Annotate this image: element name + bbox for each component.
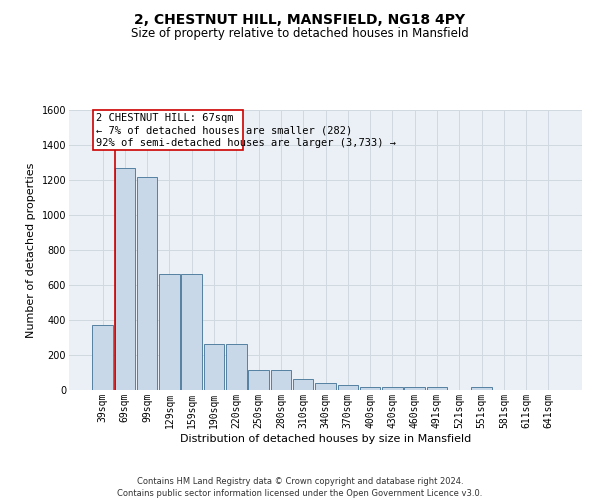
Bar xyxy=(226,344,247,390)
Bar xyxy=(427,388,447,390)
Bar xyxy=(271,370,291,390)
Bar xyxy=(115,168,135,390)
Bar xyxy=(181,274,202,390)
Bar xyxy=(382,386,403,390)
Text: Contains HM Land Registry data © Crown copyright and database right 2024.
Contai: Contains HM Land Registry data © Crown c… xyxy=(118,476,482,498)
Bar xyxy=(360,386,380,390)
Text: 92% of semi-detached houses are larger (3,733) →: 92% of semi-detached houses are larger (… xyxy=(96,138,396,148)
Text: 2 CHESTNUT HILL: 67sqm: 2 CHESTNUT HILL: 67sqm xyxy=(96,113,233,123)
Bar xyxy=(404,386,425,390)
Bar xyxy=(159,274,180,390)
Bar xyxy=(248,370,269,390)
Text: ← 7% of detached houses are smaller (282): ← 7% of detached houses are smaller (282… xyxy=(96,126,352,136)
Y-axis label: Number of detached properties: Number of detached properties xyxy=(26,162,36,338)
Bar xyxy=(137,178,157,390)
Bar xyxy=(315,383,336,390)
Text: 2, CHESTNUT HILL, MANSFIELD, NG18 4PY: 2, CHESTNUT HILL, MANSFIELD, NG18 4PY xyxy=(134,12,466,26)
Bar xyxy=(471,388,492,390)
Bar xyxy=(92,325,113,390)
Text: Size of property relative to detached houses in Mansfield: Size of property relative to detached ho… xyxy=(131,28,469,40)
FancyBboxPatch shape xyxy=(92,110,243,150)
X-axis label: Distribution of detached houses by size in Mansfield: Distribution of detached houses by size … xyxy=(180,434,471,444)
Bar xyxy=(338,385,358,390)
Bar xyxy=(293,378,313,390)
Bar xyxy=(204,344,224,390)
